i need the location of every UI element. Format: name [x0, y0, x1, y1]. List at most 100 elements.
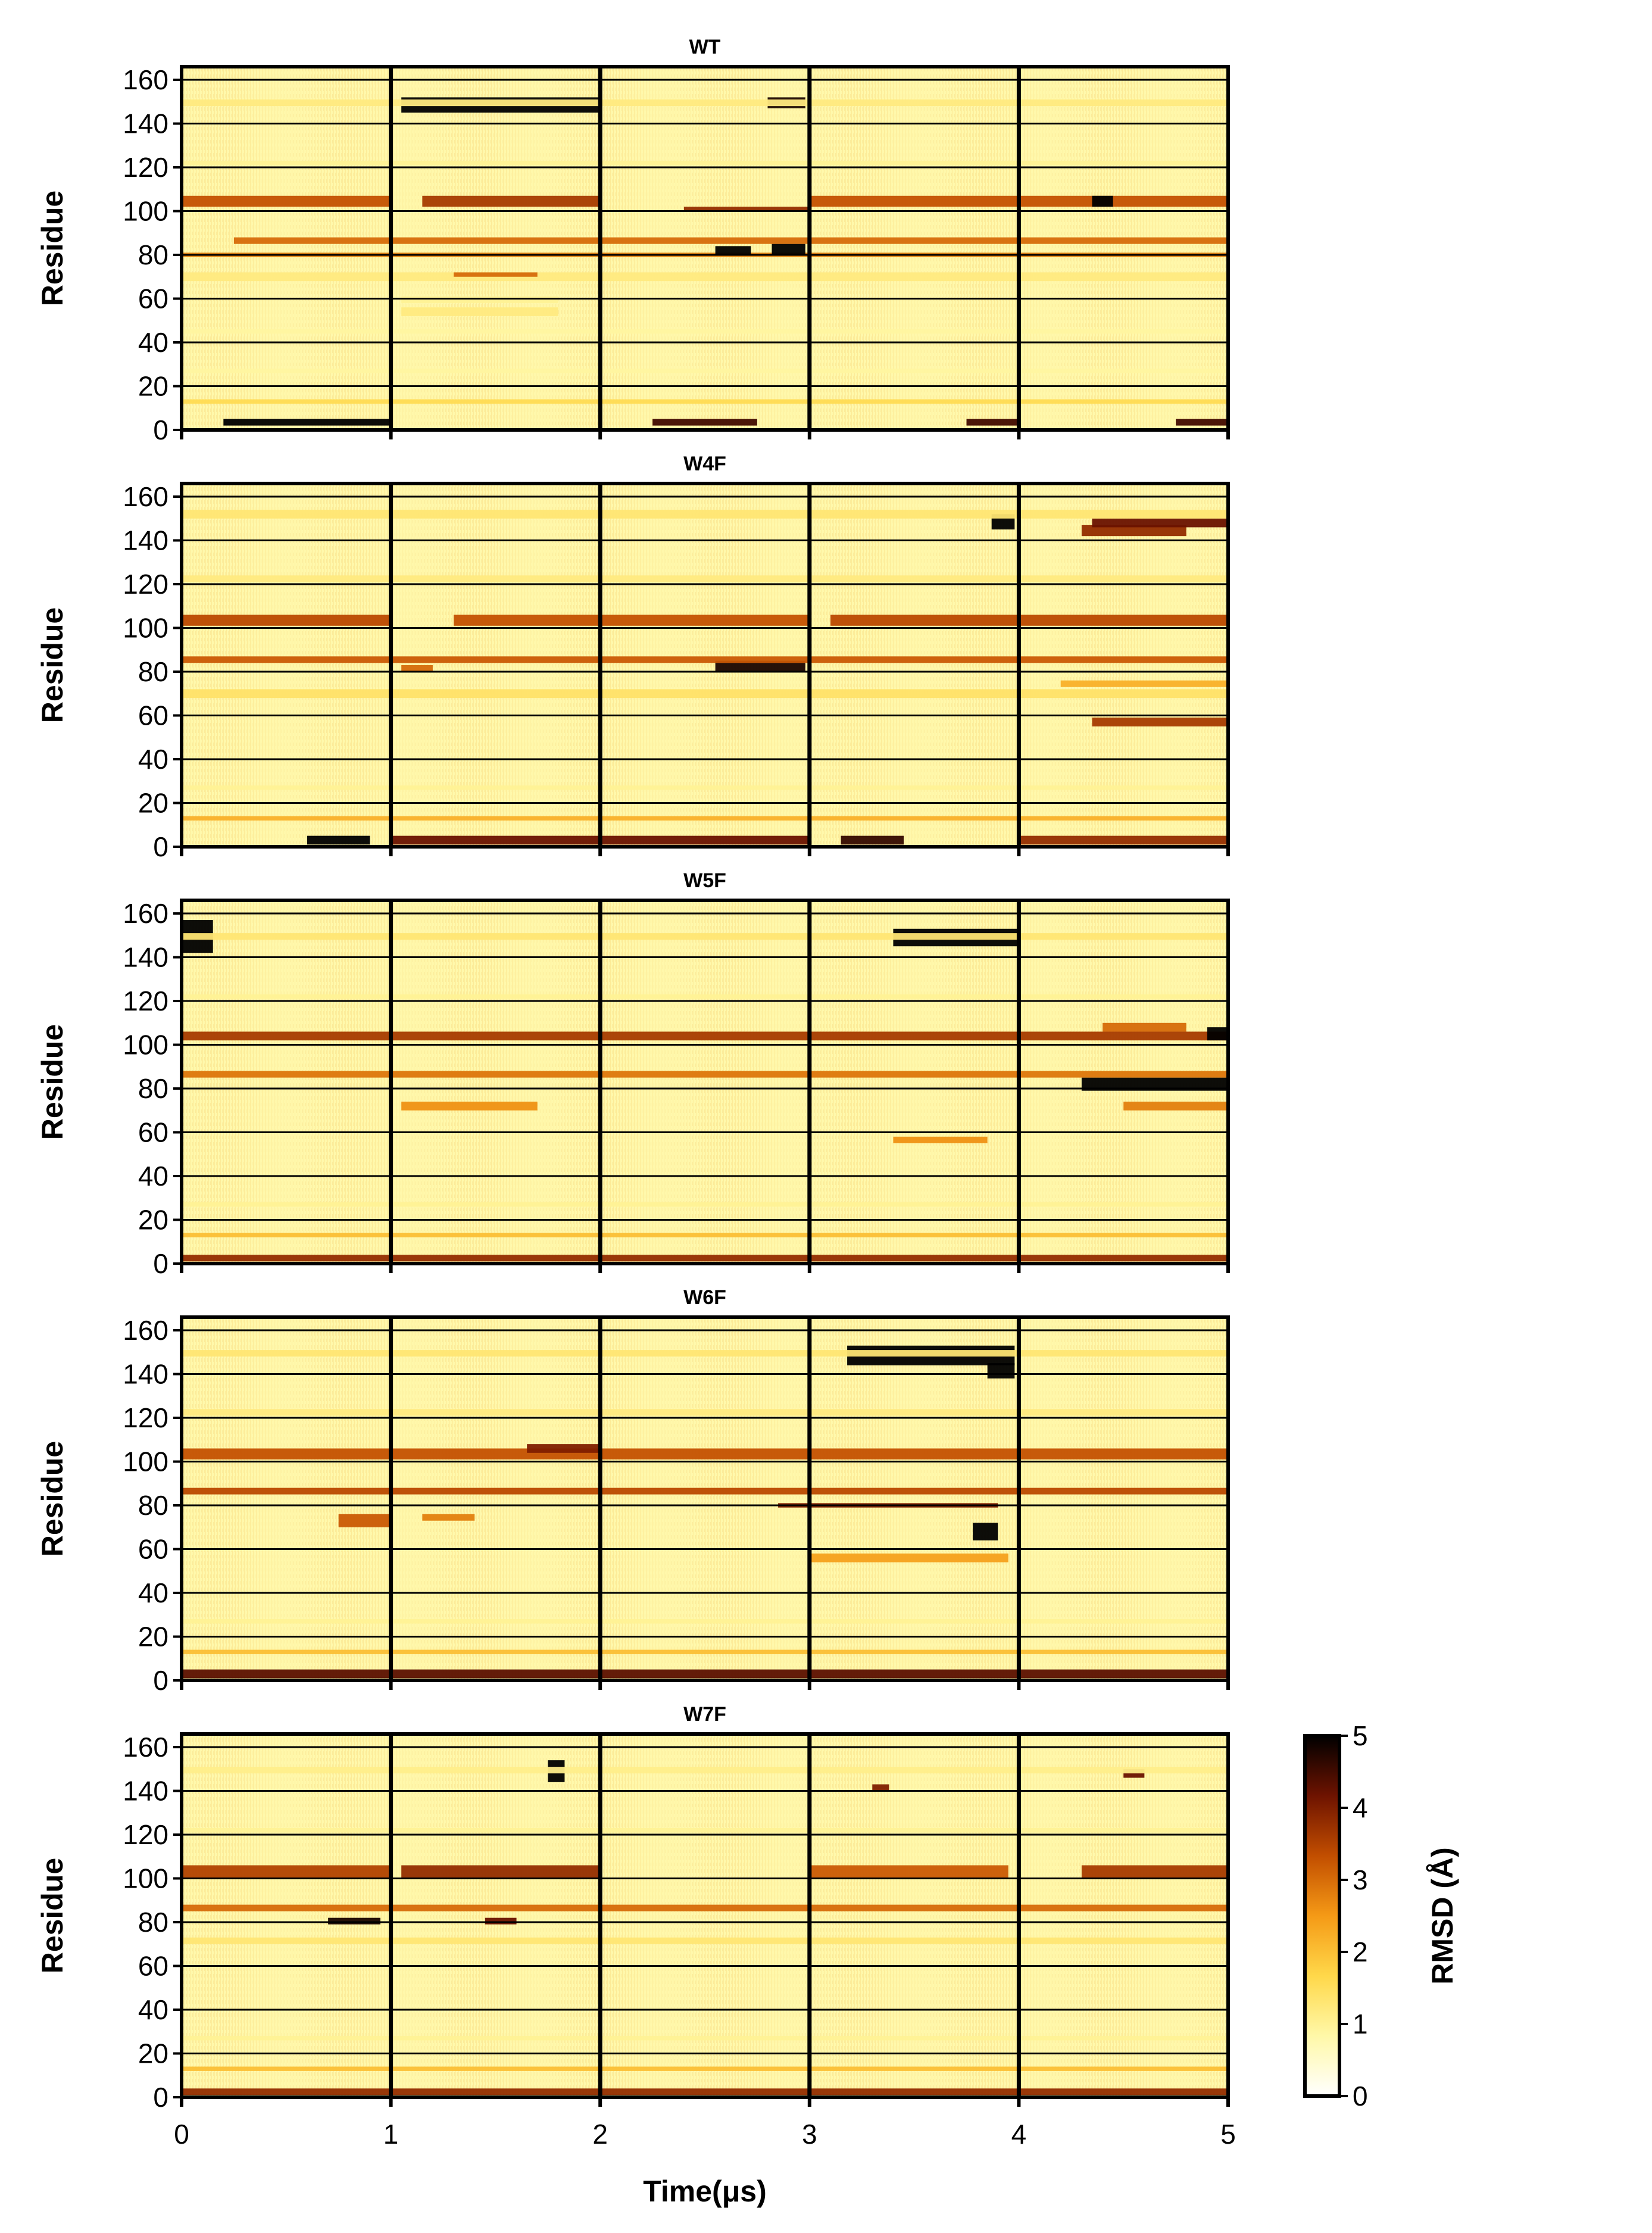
y-tick-label: 140: [123, 1359, 168, 1390]
rmsd-band: [182, 1904, 1228, 1911]
rmsd-band: [893, 1136, 988, 1143]
rmsd-band: [401, 1865, 601, 1879]
y-tick-label: 60: [138, 1534, 168, 1565]
y-tick-label: 160: [123, 1732, 168, 1763]
rmsd-colorbar: 0 1 2 3 4 5 RMSD (Å): [1303, 1720, 1459, 2112]
rmsd-band: [1019, 835, 1228, 845]
rmsd-band: [182, 1649, 1228, 1654]
y-tick-label: 20: [138, 1621, 168, 1652]
y-tick-label: 80: [138, 1907, 168, 1938]
panel-wt: WT 0 20 40 60 80 100 120 140 160 Residue: [36, 36, 1230, 445]
y-tick-label: 120: [123, 569, 168, 600]
y-tick-label: 100: [123, 1030, 168, 1061]
rmsd-band: [182, 1202, 1228, 1207]
rmsd-band: [401, 1102, 538, 1111]
heatmap-texture: [182, 484, 1228, 847]
rmsd-band: [422, 195, 601, 207]
panel-frame: [180, 1732, 1230, 2099]
colorbar-tick-label: 5: [1353, 1720, 1368, 1751]
rmsd-band: [182, 1071, 1228, 1078]
rmsd-band: [454, 615, 810, 626]
y-tick-label: 160: [123, 64, 168, 95]
y-tick-label: 40: [138, 327, 168, 358]
y-axis-label: Residue: [36, 1024, 69, 1140]
colorbar-tick-label: 3: [1353, 1864, 1368, 1895]
rmsd-band: [182, 399, 1228, 404]
y-tick-label: 60: [138, 1951, 168, 1982]
y-axis-label: Residue: [36, 1858, 69, 1974]
colorbar-tick-label: 2: [1353, 1936, 1368, 1967]
y-tick-label: 120: [123, 1402, 168, 1433]
rmsd-band: [652, 419, 757, 426]
rmsd-band: [182, 161, 1228, 166]
rmsd-band: [973, 1523, 998, 1540]
panel-frame: [180, 899, 1230, 1265]
rmsd-band: [182, 1865, 391, 1879]
rmsd-band: [841, 835, 904, 845]
rmsd-band: [872, 1784, 889, 1791]
shared-x-axis: 0 1 2 3 4 5 Time(μs): [174, 2119, 1236, 2208]
rmsd-band: [182, 656, 1228, 663]
x-tick-label: 5: [1220, 2119, 1236, 2150]
rmsd-band: [233, 237, 1228, 244]
rmsd-band: [527, 1444, 601, 1453]
panel-w7f: W7F 0 20 40 60 80 100 120 140 160 Residue: [36, 1703, 1230, 2113]
rmsd-band: [182, 2066, 1228, 2071]
heatmap-texture: [182, 67, 1228, 430]
panel-w6f: W6F 0 20 40 60 80 100 120 140 160 Residue: [36, 1286, 1230, 1696]
y-tick-label: 40: [138, 1577, 168, 1608]
panel-title: W4F: [683, 453, 726, 475]
rmsd-band: [809, 1865, 1008, 1879]
rmsd-band: [182, 195, 391, 207]
heatmap-texture: [182, 1734, 1228, 2097]
y-tick-label: 120: [123, 985, 168, 1016]
rmsd-band: [1103, 1022, 1186, 1032]
rmsd-band: [1092, 518, 1228, 528]
y-tick-label: 140: [123, 525, 168, 556]
panel-title: W5F: [683, 869, 726, 892]
rmsd-band: [338, 1514, 391, 1527]
y-tick-label: 40: [138, 1994, 168, 2025]
x-tick-label: 1: [383, 2119, 399, 2150]
rmsd-band: [182, 1669, 1228, 1679]
panel-title: W7F: [683, 1703, 726, 1726]
rmsd-band: [182, 329, 1228, 334]
rmsd-band: [182, 1619, 1228, 1624]
rmsd-band: [1081, 1865, 1228, 1879]
rmsd-band: [809, 1553, 1008, 1563]
rmsd-band: [830, 615, 1228, 626]
rmsd-band: [1092, 195, 1113, 207]
rmsd-band: [715, 660, 805, 672]
x-tick-label: 2: [592, 2119, 608, 2150]
x-tick-label: 3: [802, 2119, 817, 2150]
rmsd-band: [715, 246, 751, 255]
colorbar-bar: [1303, 1734, 1341, 2098]
rmsd-band: [422, 1514, 475, 1521]
rmsd-band: [307, 835, 370, 845]
y-tick-label: 0: [153, 414, 168, 445]
rmsd-band: [182, 2088, 1228, 2095]
rmsd-band: [182, 272, 1228, 282]
rmsd-band: [223, 419, 391, 426]
panel-w4f: W4F 0 20 40 60 80 100 120 140 160 Residue: [36, 453, 1230, 862]
rmsd-band: [1092, 718, 1228, 726]
panel-frame: [180, 1315, 1230, 1682]
rmsd-band: [182, 2036, 1228, 2041]
rmsd-band: [1176, 419, 1228, 426]
rmsd-band: [683, 207, 810, 211]
y-tick-label: 80: [138, 656, 168, 687]
y-tick-label: 20: [138, 1205, 168, 1236]
rmsd-band: [485, 1917, 517, 1925]
colorbar-tick-label: 0: [1353, 2081, 1368, 2112]
panel-title: WT: [689, 36, 721, 58]
rmsd-band: [182, 1448, 1228, 1459]
heatmap-texture: [182, 900, 1228, 1264]
y-tick-label: 160: [123, 898, 168, 929]
rmsd-band: [987, 1363, 1015, 1379]
rmsd-band: [182, 689, 1228, 698]
y-tick-label: 160: [123, 1315, 168, 1346]
y-axis-label: Residue: [36, 607, 69, 723]
y-tick-label: 100: [123, 1863, 168, 1894]
y-tick-label: 100: [123, 1446, 168, 1477]
